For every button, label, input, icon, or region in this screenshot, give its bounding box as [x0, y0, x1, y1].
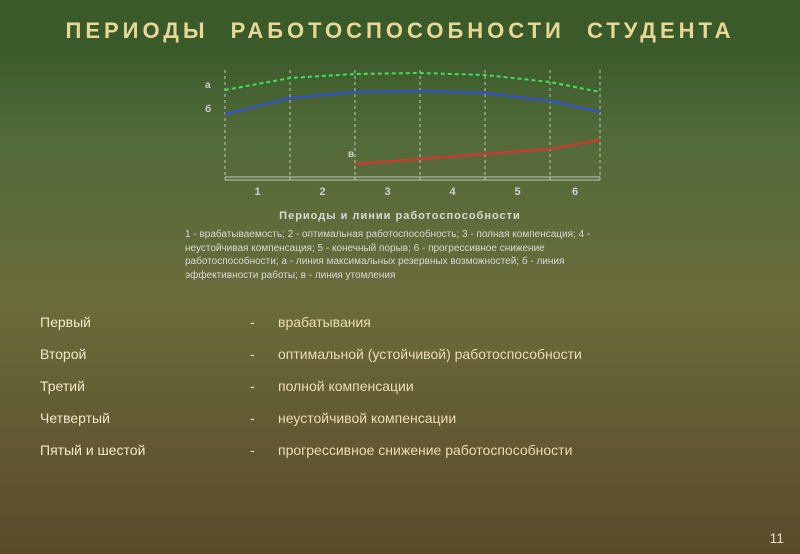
svg-text:б: б: [205, 103, 211, 115]
period-desc: оптимальной (устойчивой) работоспособнос…: [278, 346, 760, 362]
table-row: Первый-врабатывания: [40, 314, 760, 330]
svg-text:6: 6: [572, 186, 578, 198]
page-number: 11: [769, 530, 784, 546]
page-title: ПЕРИОДЫ РАБОТОСПОСОБНОСТИ СТУДЕНТА: [0, 0, 800, 44]
svg-text:1: 1: [254, 186, 260, 198]
period-desc: полной компенсации: [278, 378, 760, 394]
table-row: Четвертый-неустойчивой компенсации: [40, 410, 760, 426]
svg-text:в: в: [348, 149, 354, 160]
dash: -: [250, 410, 278, 426]
svg-text:4: 4: [449, 186, 456, 198]
period-name: Третий: [40, 378, 250, 394]
period-name: Второй: [40, 346, 250, 362]
dash: -: [250, 314, 278, 330]
period-desc: врабатывания: [278, 314, 760, 330]
table-row: Пятый и шестой-прогрессивное снижение ра…: [40, 442, 760, 458]
svg-text:а: а: [205, 80, 211, 91]
dash: -: [250, 346, 278, 362]
svg-text:3: 3: [384, 186, 390, 198]
period-name: Первый: [40, 314, 250, 330]
period-desc: неустойчивой компенсации: [278, 410, 760, 426]
table-row: Третий-полной компенсации: [40, 378, 760, 394]
svg-text:5: 5: [514, 186, 520, 198]
chart: 1 2 3 4 5 6 а б в: [185, 62, 615, 202]
table-row: Второй-оптимальной (устойчивой) работосп…: [40, 346, 760, 362]
period-name: Четвертый: [40, 410, 250, 426]
period-desc: прогрессивное снижение работоспособности: [278, 442, 760, 458]
dash: -: [250, 442, 278, 458]
chart-caption: Периоды и линии работоспособности: [185, 210, 615, 222]
chart-legend: 1 - врабатываемость; 2 - оптимальная раб…: [185, 228, 615, 282]
svg-text:2: 2: [319, 186, 325, 198]
periods-table: Первый-врабатыванияВторой-оптимальной (у…: [40, 314, 760, 458]
dash: -: [250, 378, 278, 394]
chart-svg: 1 2 3 4 5 6 а б в: [185, 62, 615, 202]
period-name: Пятый и шестой: [40, 442, 250, 458]
